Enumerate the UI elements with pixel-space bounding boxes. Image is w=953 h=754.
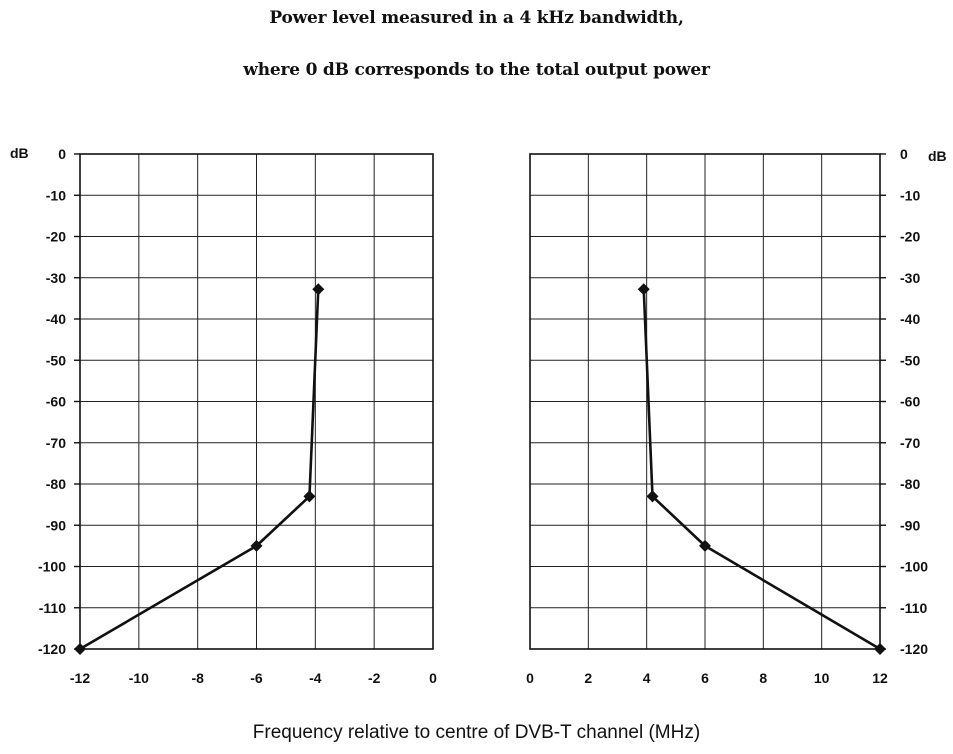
y-tick-label: 0 — [900, 146, 908, 162]
left-chart: 0-10-20-30-40-50-60-70-80-90-100-110-120… — [10, 145, 437, 686]
x-tick-label: -4 — [309, 670, 322, 686]
y-tick-label: -70 — [46, 435, 66, 451]
y-tick-label: -90 — [900, 517, 920, 533]
y-tick-label: -80 — [46, 476, 66, 492]
y-tick-label: -30 — [46, 270, 66, 286]
y-tick-label: -70 — [900, 435, 920, 451]
series-line — [79, 289, 320, 651]
y-tick-label: -20 — [900, 229, 920, 245]
y-tick-label: -110 — [39, 600, 66, 616]
x-axis-label: Frequency relative to centre of DVB-T ch… — [252, 722, 701, 743]
y-tick-label: -40 — [46, 311, 66, 327]
x-tick-label: -2 — [368, 670, 381, 686]
data-point-marker — [874, 643, 886, 655]
x-tick-label: -6 — [250, 670, 263, 686]
chart-title-line-2: where 0 dB corresponds to the total outp… — [243, 60, 710, 80]
y-tick-label: -110 — [900, 600, 927, 616]
y-tick-label: 0 — [58, 146, 66, 162]
data-point-marker — [74, 643, 86, 655]
data-point-marker — [646, 490, 659, 503]
y-axis-unit-label: dB — [928, 148, 947, 164]
right-chart: 0 -10 -20 -30 -40 -50 -60 -70 -80 -90 -100 -110 -120… — [526, 146, 947, 686]
series-line — [642, 289, 881, 651]
y-tick-label: -100 — [900, 559, 928, 575]
y-tick-label: -50 — [900, 352, 920, 368]
y-tick-label: -50 — [46, 352, 66, 368]
x-tick-label: 4 — [643, 670, 651, 686]
y-tick-label: -10 — [46, 187, 66, 203]
x-tick-label: 2 — [584, 670, 592, 686]
chart-title-line-1: Power level measured in a 4 kHz bandwidt… — [269, 8, 684, 28]
y-tick-label: -60 — [46, 394, 66, 410]
y-axis-unit-label: dB — [10, 145, 29, 161]
y-tick-label: -40 — [900, 311, 920, 327]
x-tick-label: 10 — [814, 670, 830, 686]
x-tick-label: -8 — [191, 670, 204, 686]
x-tick-label: 6 — [701, 670, 709, 686]
y-tick-label: -10 — [900, 187, 920, 203]
y-tick-label: -100 — [38, 559, 66, 575]
y-tick-label: -80 — [900, 476, 920, 492]
x-tick-label: -12 — [70, 670, 90, 686]
x-tick-label: -10 — [129, 670, 149, 686]
y-tick-label: -30 — [900, 270, 920, 286]
y-tick-label: -90 — [46, 517, 66, 533]
data-point-marker — [312, 283, 325, 296]
x-tick-label: 0 — [429, 670, 437, 686]
x-tick-label: 0 — [526, 670, 534, 686]
y-tick-label: -60 — [900, 394, 920, 410]
data-point-marker — [250, 539, 263, 552]
x-tick-label: 12 — [872, 670, 888, 686]
y-tick-label: -120 — [900, 641, 928, 657]
y-tick-label: -20 — [46, 229, 66, 245]
data-point-marker — [303, 490, 316, 503]
y-tick-label: -120 — [38, 641, 66, 657]
x-tick-label: 8 — [759, 670, 767, 686]
data-point-marker — [637, 283, 650, 296]
data-point-marker — [699, 539, 711, 552]
